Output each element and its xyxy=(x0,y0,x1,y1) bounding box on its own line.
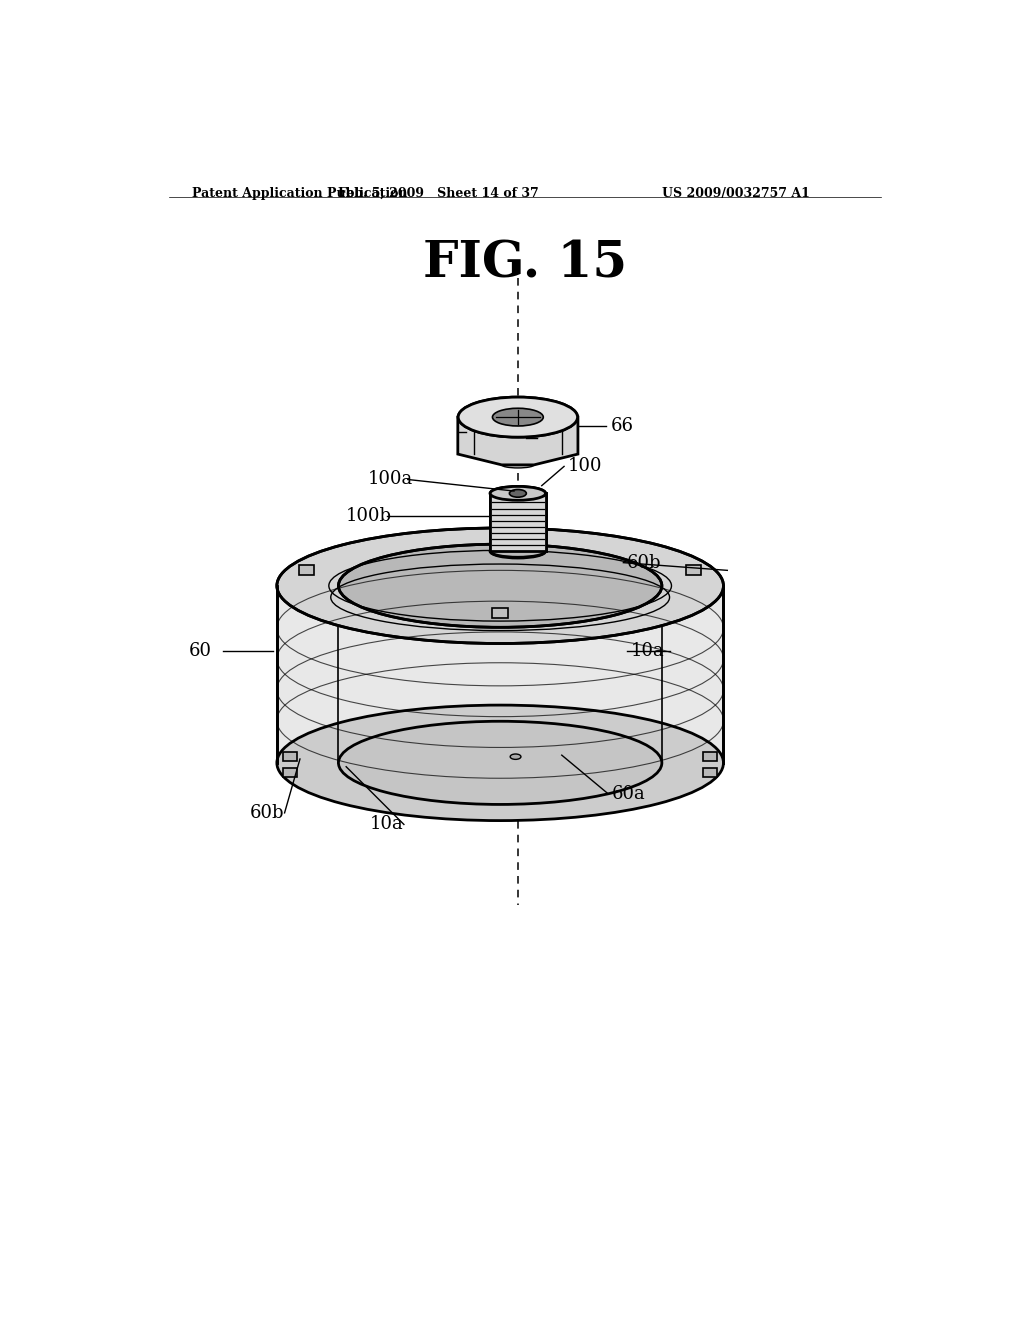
Polygon shape xyxy=(276,586,724,763)
Polygon shape xyxy=(284,768,297,777)
Polygon shape xyxy=(490,494,546,552)
Text: 60b: 60b xyxy=(250,804,285,822)
Ellipse shape xyxy=(339,721,662,804)
Polygon shape xyxy=(284,752,297,762)
Ellipse shape xyxy=(458,397,578,437)
Ellipse shape xyxy=(276,528,724,644)
Text: 10a: 10a xyxy=(370,816,403,833)
Polygon shape xyxy=(493,609,508,619)
Ellipse shape xyxy=(509,490,526,498)
Polygon shape xyxy=(458,417,578,465)
Ellipse shape xyxy=(490,545,546,557)
Text: 100: 100 xyxy=(568,458,602,475)
Text: 60: 60 xyxy=(188,643,211,660)
Text: 66: 66 xyxy=(610,417,633,436)
Ellipse shape xyxy=(493,408,544,426)
Ellipse shape xyxy=(490,544,546,558)
Text: 100a: 100a xyxy=(368,470,413,488)
Ellipse shape xyxy=(490,487,546,500)
Ellipse shape xyxy=(510,754,521,759)
Text: FIG. 15: FIG. 15 xyxy=(423,239,627,288)
Text: Patent Application Publication: Patent Application Publication xyxy=(193,187,408,199)
Ellipse shape xyxy=(339,544,662,627)
Text: 60a: 60a xyxy=(611,784,645,803)
Ellipse shape xyxy=(509,490,526,498)
Ellipse shape xyxy=(502,462,535,469)
Polygon shape xyxy=(703,752,717,762)
Text: 10a: 10a xyxy=(631,643,665,660)
Ellipse shape xyxy=(276,705,724,821)
Ellipse shape xyxy=(493,408,544,426)
Ellipse shape xyxy=(458,397,578,437)
Polygon shape xyxy=(703,768,717,777)
Ellipse shape xyxy=(490,487,546,500)
Text: US 2009/0032757 A1: US 2009/0032757 A1 xyxy=(662,187,810,199)
Polygon shape xyxy=(686,565,701,576)
Text: Feb. 5, 2009   Sheet 14 of 37: Feb. 5, 2009 Sheet 14 of 37 xyxy=(338,187,539,199)
Text: 100b: 100b xyxy=(346,507,392,525)
Text: 60b: 60b xyxy=(628,553,662,572)
Polygon shape xyxy=(490,494,546,552)
Polygon shape xyxy=(299,565,314,576)
